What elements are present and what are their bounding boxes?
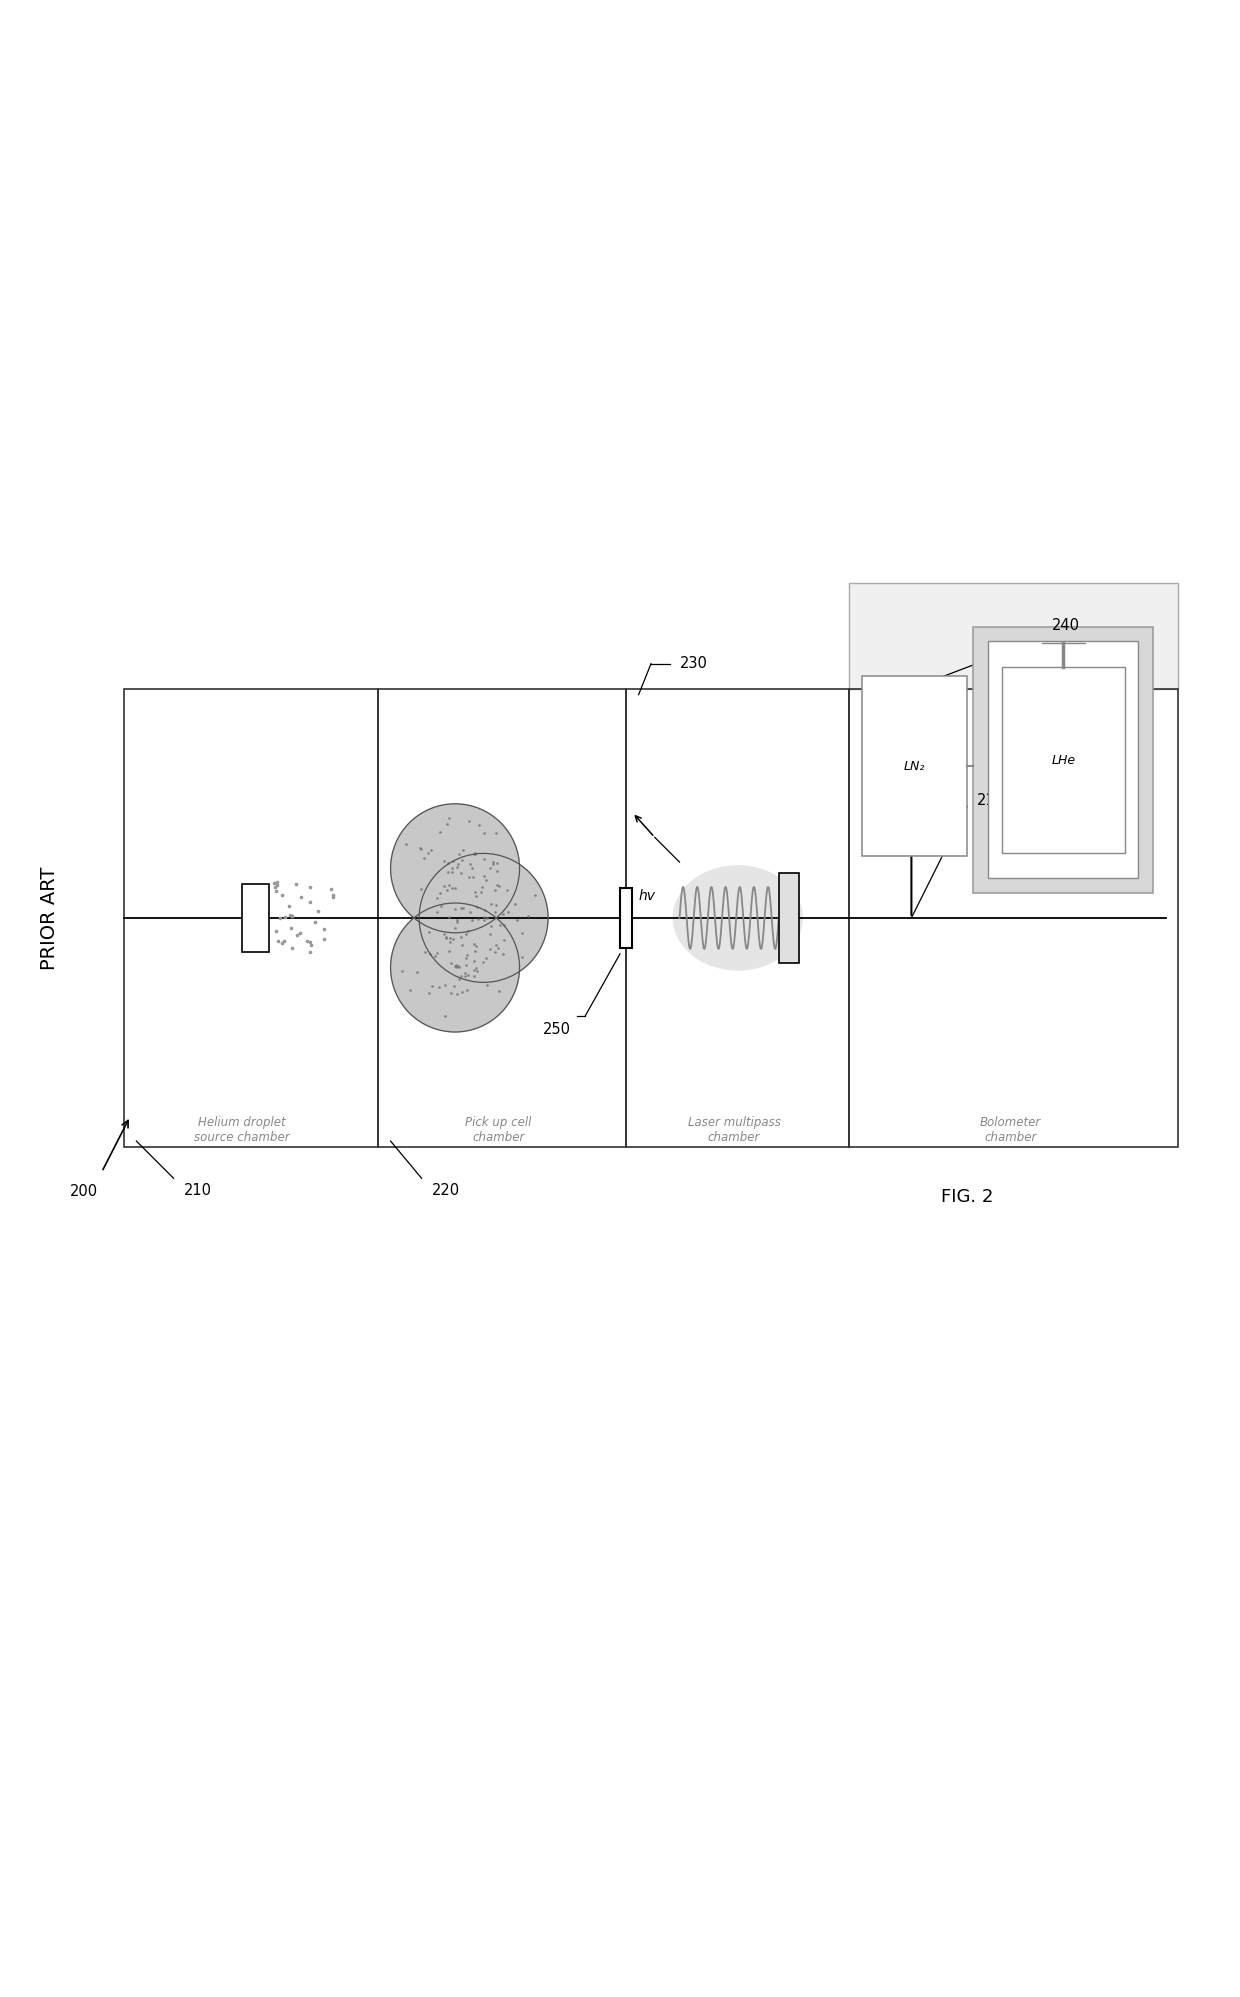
Text: 210: 210	[184, 1182, 212, 1198]
Text: FIG. 2: FIG. 2	[941, 1188, 993, 1206]
Text: 240: 240	[1052, 617, 1080, 633]
Ellipse shape	[672, 865, 804, 971]
Circle shape	[391, 805, 520, 933]
Text: Laser multipass
chamber: Laser multipass chamber	[688, 1116, 780, 1144]
Text: 211: 211	[977, 793, 1004, 807]
Bar	[988, 641, 1138, 879]
Bar	[124, 689, 378, 1148]
Bar	[1002, 667, 1125, 853]
Text: hv: hv	[639, 889, 656, 903]
Bar	[849, 689, 1178, 1148]
Text: LN₂: LN₂	[904, 759, 925, 773]
Bar	[626, 689, 849, 1148]
Text: PRIOR ART: PRIOR ART	[40, 867, 60, 971]
Text: Pick up cell
chamber: Pick up cell chamber	[465, 1116, 532, 1144]
Bar	[973, 627, 1153, 893]
Text: 220: 220	[432, 1182, 460, 1198]
Bar	[620, 889, 632, 949]
Bar	[378, 689, 626, 1148]
Bar	[849, 583, 1178, 689]
Bar	[242, 885, 269, 953]
Text: 230: 230	[680, 657, 707, 671]
Circle shape	[391, 903, 520, 1032]
Text: Bolometer
chamber: Bolometer chamber	[980, 1116, 1042, 1144]
Text: 250: 250	[542, 1022, 570, 1036]
Circle shape	[419, 853, 548, 983]
Text: LHe: LHe	[1052, 755, 1075, 767]
Text: 200: 200	[71, 1184, 98, 1200]
Bar	[862, 677, 967, 857]
Bar	[779, 873, 799, 963]
Text: Helium droplet
source chamber: Helium droplet source chamber	[193, 1116, 290, 1144]
